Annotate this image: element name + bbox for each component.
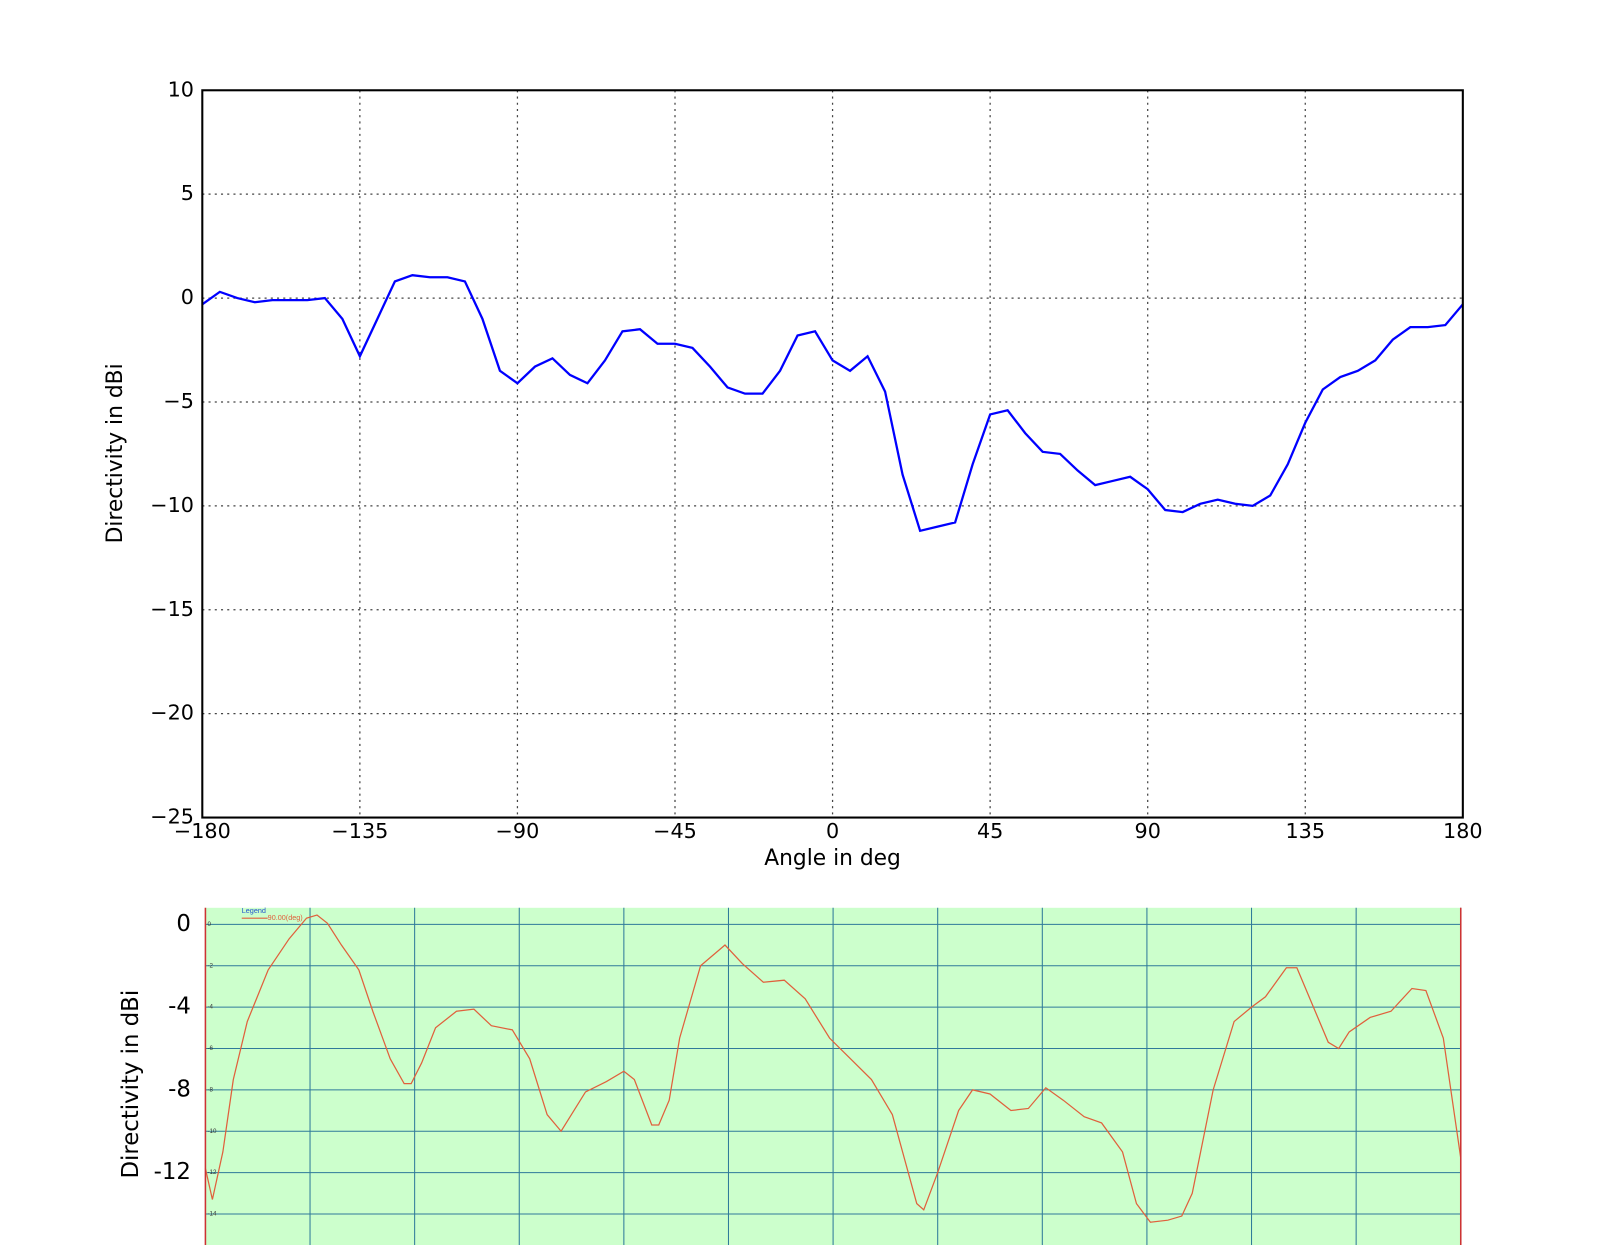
y-tick-label: -4 (207, 1004, 213, 1011)
y-axis-label: Directivity in dBi (103, 363, 128, 543)
y-tick-label: -8 (207, 1086, 213, 1093)
x-tick-label: 45 (977, 819, 1003, 843)
y-tick-label: −20 (150, 701, 194, 725)
y-axis-label: Directivity in dBi (118, 990, 144, 1179)
y-tick-label: 0 (176, 911, 191, 937)
x-tick-label: 0 (826, 819, 839, 843)
plot-frame (201, 89, 1464, 819)
x-tick-label: −90 (496, 819, 540, 843)
y-tick-label: -8 (168, 1076, 191, 1102)
data-line (201, 274, 1464, 533)
y-tick-label: -4 (168, 994, 191, 1020)
y-tick-label: −5 (163, 389, 194, 413)
y-tick-label: 0 (207, 921, 211, 928)
y-tick-label: -14 (207, 1211, 217, 1218)
x-tick-label: −180 (174, 819, 231, 843)
y-tick-label: -10 (207, 1128, 217, 1135)
y-tick-label: 10 (168, 77, 194, 101)
legend-title: Legend (242, 906, 266, 915)
x-tick-label: −135 (331, 819, 388, 843)
x-tick-label: 180 (1443, 819, 1483, 843)
data-line (204, 914, 1462, 1223)
x-tick-label: 90 (1135, 819, 1161, 843)
y-tick-label: -6 (207, 1045, 213, 1052)
x-tick-label: −45 (653, 819, 697, 843)
y-tick-label: -2 (207, 962, 213, 969)
x-tick-label: 135 (1285, 819, 1325, 843)
y-tick-label: -12 (154, 1159, 191, 1185)
y-tick-label: -12 (207, 1169, 217, 1176)
x-axis-label: Angle in deg (764, 846, 901, 871)
y-tick-label: 5 (181, 181, 194, 205)
legend-label: 90.00(deg) (268, 913, 303, 922)
y-tick-label: 0 (181, 285, 194, 309)
y-tick-label: −15 (150, 597, 194, 621)
y-tick-label: −25 (150, 805, 194, 829)
y-tick-label: −10 (150, 493, 194, 517)
